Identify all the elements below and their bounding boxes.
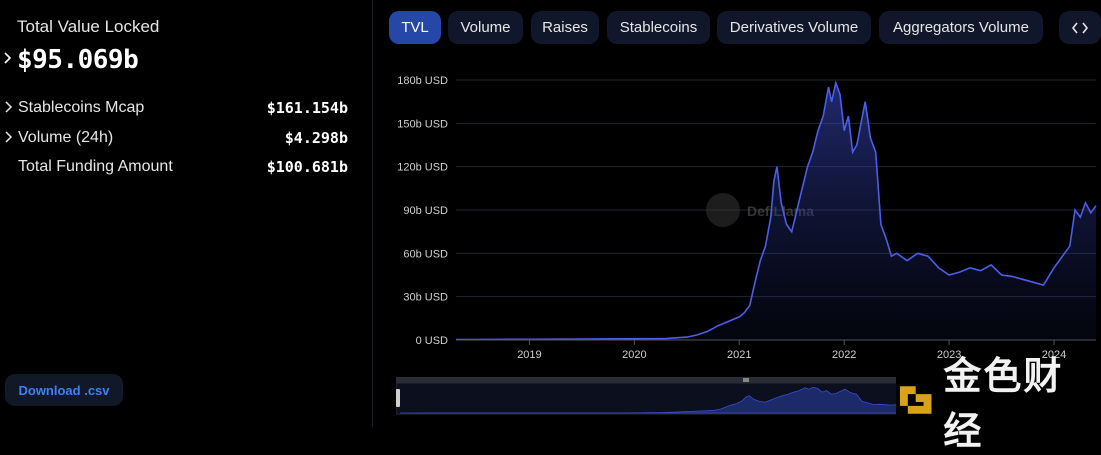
panel-divider: [372, 0, 373, 427]
jinse-logo-icon: [899, 386, 932, 414]
chevron-right-icon[interactable]: [5, 131, 13, 146]
stat-value: $100.681b: [266, 158, 348, 176]
tvl-area-fill: [456, 82, 1096, 341]
y-tick-label: 120b USD: [397, 162, 448, 174]
x-tick-label: 2021: [727, 349, 751, 361]
y-tick-label: 150b USD: [397, 118, 448, 130]
code-icon[interactable]: [1059, 11, 1101, 44]
stat-label: Total Funding Amount: [18, 158, 173, 175]
navigator-left-handle[interactable]: [396, 389, 400, 407]
x-tick-label: 2019: [517, 349, 541, 361]
download-csv-button[interactable]: Download .csv: [5, 374, 123, 406]
stat-label: Volume (24h): [18, 129, 114, 146]
tab-derivatives-volume[interactable]: Derivatives Volume: [717, 11, 871, 44]
navigator-grip-icon[interactable]: [743, 378, 749, 382]
y-tick-label: 90b USD: [403, 205, 448, 217]
tab-volume[interactable]: Volume: [448, 11, 523, 44]
chevron-right-icon[interactable]: [4, 52, 12, 67]
tab-tvl[interactable]: TVL: [389, 11, 441, 44]
x-tick-label: 2020: [622, 349, 646, 361]
y-tick-label: 180b USD: [397, 75, 448, 87]
tvl-value: $95.069b: [17, 45, 139, 75]
y-tick-label: 30b USD: [403, 292, 448, 304]
x-tick-label: 2022: [832, 349, 856, 361]
tab-stablecoins[interactable]: Stablecoins: [607, 11, 710, 44]
y-tick-label: 0 USD: [416, 335, 448, 347]
summary-panel: Total Value Locked $95.069b Stablecoins …: [0, 0, 372, 427]
chevron-right-icon[interactable]: [5, 101, 13, 116]
stat-value: $4.298b: [284, 129, 348, 147]
tvl-label: Total Value Locked: [17, 17, 160, 36]
y-tick-label: 60b USD: [403, 248, 448, 260]
tab-raises[interactable]: Raises: [531, 11, 599, 44]
jinse-watermark: 金色财经: [896, 354, 1101, 453]
tvl-series-line[interactable]: [455, 80, 1097, 341]
jinse-watermark-text: 金色财经: [943, 354, 1064, 453]
x-tick-label: 2024: [1042, 349, 1066, 361]
stat-value: $161.154b: [266, 99, 348, 117]
x-tick-label: 2023: [937, 349, 961, 361]
stat-label: Stablecoins Mcap: [18, 99, 145, 116]
tab-aggregators-volume[interactable]: Aggregators Volume: [879, 11, 1043, 44]
